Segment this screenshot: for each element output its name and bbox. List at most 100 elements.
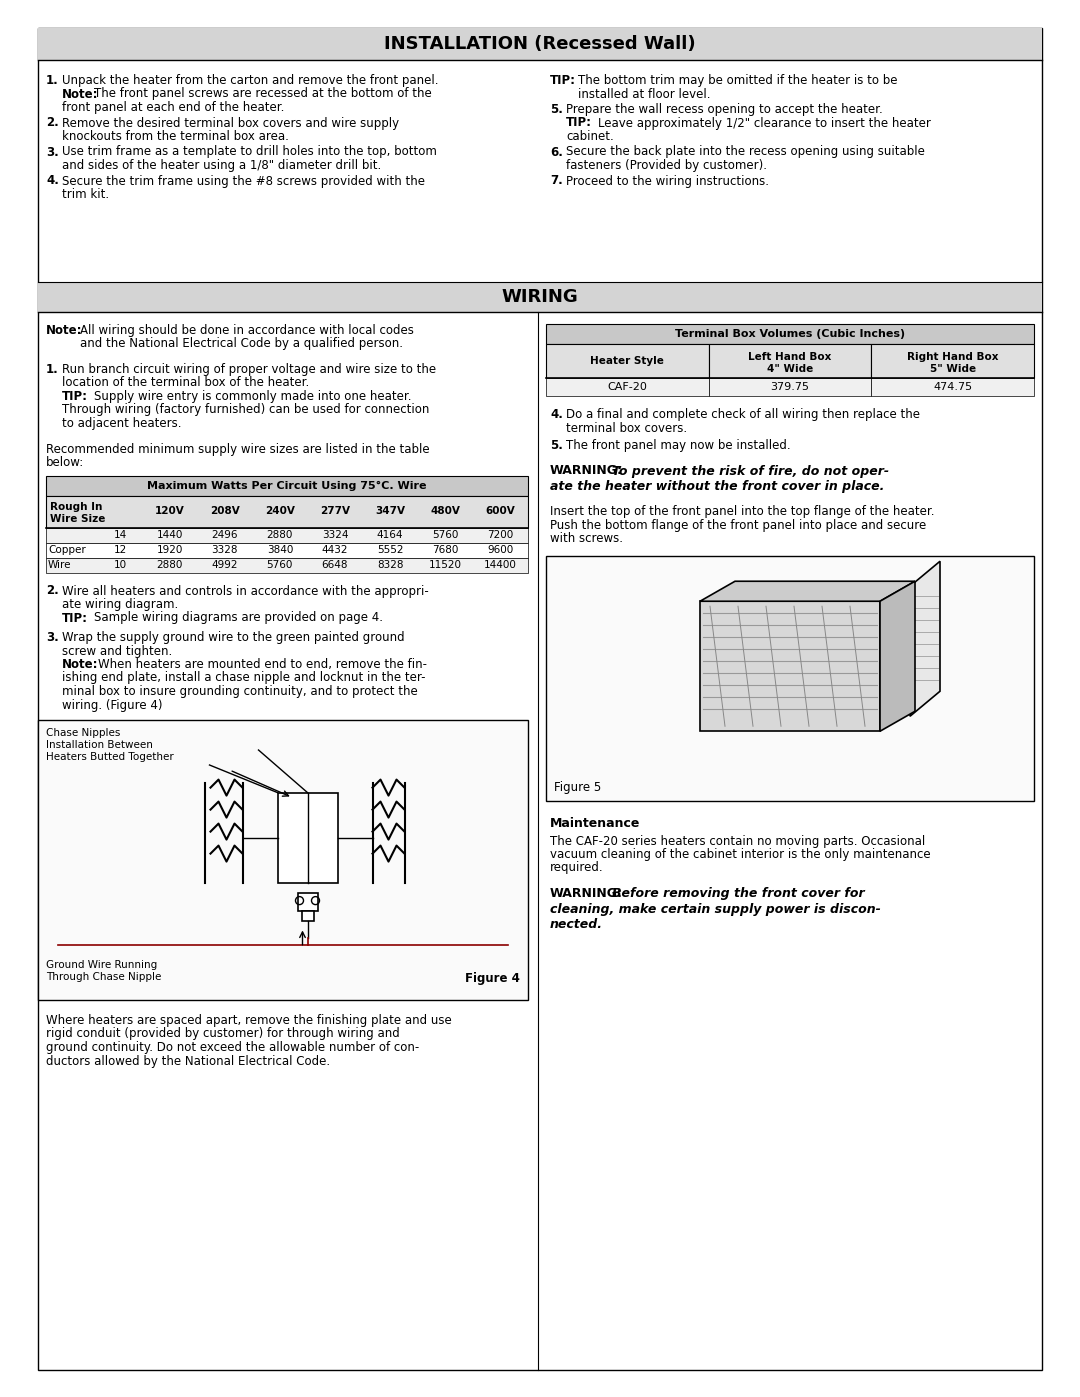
Text: Note:: Note: (62, 658, 98, 671)
Text: ate wiring diagram.: ate wiring diagram. (62, 598, 178, 610)
Polygon shape (880, 581, 915, 731)
Text: 3328: 3328 (212, 545, 238, 555)
Text: Figure 4: Figure 4 (465, 972, 519, 985)
Text: nected.: nected. (550, 918, 603, 930)
Text: ground continuity. Do not exceed the allowable number of con-: ground continuity. Do not exceed the all… (46, 1041, 419, 1053)
Text: cabinet.: cabinet. (566, 130, 613, 142)
Text: 7680: 7680 (432, 545, 459, 555)
Text: 2880: 2880 (267, 529, 293, 541)
Text: wiring. (Figure 4): wiring. (Figure 4) (62, 698, 162, 711)
Text: 3.: 3. (46, 145, 58, 158)
Bar (278, 792, 337, 883)
Text: Heaters Butted Together: Heaters Butted Together (46, 752, 174, 761)
Bar (301, 911, 313, 921)
Text: 9600: 9600 (487, 545, 514, 555)
Text: WARNING:: WARNING: (550, 464, 623, 478)
Bar (708, 344, 872, 379)
Text: to adjacent heaters.: to adjacent heaters. (62, 416, 181, 430)
Text: 600V: 600V (486, 507, 515, 517)
Text: Wire: Wire (48, 560, 71, 570)
Text: 11520: 11520 (429, 560, 462, 570)
Text: 3840: 3840 (267, 545, 293, 555)
Bar (546, 556, 1034, 800)
Text: ductors allowed by the National Electrical Code.: ductors allowed by the National Electric… (46, 1055, 330, 1067)
Text: 14400: 14400 (484, 560, 517, 570)
Text: 5" Wide: 5" Wide (930, 365, 975, 374)
Text: 379.75: 379.75 (770, 381, 810, 393)
Text: 6.: 6. (550, 145, 563, 158)
Text: TIP:: TIP: (566, 116, 592, 130)
Text: Where heaters are spaced apart, remove the finishing plate and use: Where heaters are spaced apart, remove t… (46, 1014, 451, 1027)
Bar (297, 893, 318, 911)
Text: ate the heater without the front cover in place.: ate the heater without the front cover i… (550, 481, 885, 493)
Text: 120V: 120V (154, 507, 185, 517)
Text: 1440: 1440 (157, 529, 183, 541)
Text: 480V: 480V (430, 507, 460, 517)
Text: Wire Size: Wire Size (50, 514, 106, 524)
Text: Run branch circuit wiring of proper voltage and wire size to the: Run branch circuit wiring of proper volt… (62, 363, 436, 376)
Text: 3324: 3324 (322, 529, 348, 541)
Text: 4.: 4. (550, 408, 563, 420)
Bar (708, 379, 872, 395)
Text: 2880: 2880 (157, 560, 183, 570)
Bar (46, 542, 528, 557)
Bar (872, 344, 1034, 379)
Text: 5.: 5. (550, 439, 563, 453)
Bar (546, 344, 708, 379)
Text: To prevent the risk of fire, do not oper-: To prevent the risk of fire, do not oper… (612, 464, 889, 478)
Text: Recommended minimum supply wire sizes are listed in the table: Recommended minimum supply wire sizes ar… (46, 443, 430, 455)
Text: fasteners (Provided by customer).: fasteners (Provided by customer). (566, 159, 767, 172)
Text: and the National Electrical Code by a qualified person.: and the National Electrical Code by a qu… (80, 338, 403, 351)
Text: Remove the desired terminal box covers and wire supply: Remove the desired terminal box covers a… (62, 116, 400, 130)
Text: When heaters are mounted end to end, remove the fin-: When heaters are mounted end to end, rem… (98, 658, 427, 671)
Text: rigid conduit (provided by customer) for through wiring and: rigid conduit (provided by customer) for… (46, 1028, 400, 1041)
Text: TIP:: TIP: (62, 612, 87, 624)
Text: 12: 12 (113, 545, 126, 555)
Bar (872, 379, 1034, 395)
Bar (546, 324, 1034, 344)
Text: with screws.: with screws. (550, 532, 623, 545)
Text: trim kit.: trim kit. (62, 189, 109, 201)
Text: WIRING: WIRING (501, 288, 579, 306)
Text: 474.75: 474.75 (933, 381, 972, 393)
Bar (46, 528, 528, 542)
Text: 8328: 8328 (377, 560, 404, 570)
Text: Sample wiring diagrams are provided on page 4.: Sample wiring diagrams are provided on p… (94, 612, 383, 624)
Text: Figure 5: Figure 5 (554, 781, 602, 793)
Text: 4164: 4164 (377, 529, 404, 541)
Text: Installation Between: Installation Between (46, 740, 153, 750)
Bar (46, 496, 528, 528)
Text: INSTALLATION (Recessed Wall): INSTALLATION (Recessed Wall) (384, 35, 696, 53)
Text: Unpack the heater from the carton and remove the front panel.: Unpack the heater from the carton and re… (62, 74, 438, 87)
Text: Prepare the wall recess opening to accept the heater.: Prepare the wall recess opening to accep… (566, 103, 882, 116)
Text: 1.: 1. (46, 363, 58, 376)
Text: Proceed to the wiring instructions.: Proceed to the wiring instructions. (566, 175, 769, 187)
Text: Maintenance: Maintenance (550, 817, 640, 830)
Text: required.: required. (550, 862, 604, 875)
Text: cleaning, make certain supply power is discon-: cleaning, make certain supply power is d… (550, 902, 881, 915)
Text: 3.: 3. (46, 631, 58, 644)
Text: below:: below: (46, 455, 84, 469)
Text: Maximum Watts Per Circuit Using 75°C. Wire: Maximum Watts Per Circuit Using 75°C. Wi… (147, 481, 427, 490)
Bar (38, 282, 1042, 312)
Text: The bottom trim may be omitted if the heater is to be: The bottom trim may be omitted if the he… (578, 74, 897, 87)
Text: 347V: 347V (375, 507, 405, 517)
Bar (38, 719, 528, 1000)
Text: installed at floor level.: installed at floor level. (578, 88, 711, 101)
Text: 5760: 5760 (267, 560, 293, 570)
Text: 1.: 1. (46, 74, 58, 87)
Text: knockouts from the terminal box area.: knockouts from the terminal box area. (62, 130, 288, 142)
Text: Secure the trim frame using the #8 screws provided with the: Secure the trim frame using the #8 screw… (62, 175, 426, 187)
Text: CAF-20: CAF-20 (607, 381, 647, 393)
Text: TIP:: TIP: (62, 390, 87, 402)
Bar (546, 379, 708, 395)
Text: 4" Wide: 4" Wide (767, 365, 813, 374)
Text: 1920: 1920 (157, 545, 183, 555)
Text: Note:: Note: (46, 324, 82, 337)
Text: Note:: Note: (62, 88, 98, 101)
Text: Ground Wire Running: Ground Wire Running (46, 960, 158, 970)
Text: ishing end plate, install a chase nipple and locknut in the ter-: ishing end plate, install a chase nipple… (62, 672, 426, 685)
Text: terminal box covers.: terminal box covers. (566, 422, 687, 434)
Polygon shape (910, 562, 940, 717)
Text: 5.: 5. (550, 103, 563, 116)
